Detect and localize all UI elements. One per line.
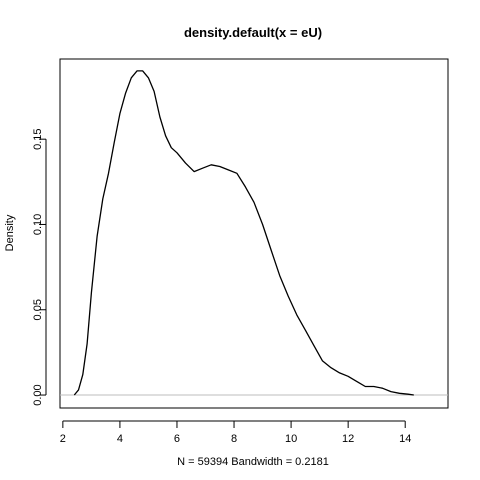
x-tick-label: 4: [117, 433, 123, 445]
x-tick-label: 10: [285, 433, 297, 445]
plot-area: 2 4 6 8 10 12 14 0.00 0.05 0.10 0.15: [32, 58, 449, 445]
density-curve: [73, 70, 414, 396]
plot-frame: [59, 58, 449, 409]
y-tick-label: 0.15: [32, 128, 44, 149]
y-tick-label: 0.10: [32, 214, 44, 235]
x-tick-label: 14: [399, 433, 411, 445]
x-tick-label: 2: [60, 433, 66, 445]
chart-title: density.default(x = eU): [184, 25, 322, 40]
x-tick-label: 8: [231, 433, 237, 445]
x-axis-label: N = 59394 Bandwidth = 0.2181: [177, 456, 329, 468]
y-tick-label: 0.05: [32, 299, 44, 320]
y-tick-label: 0.00: [32, 384, 44, 405]
x-tick-label: 6: [174, 433, 180, 445]
x-tick-label: 12: [342, 433, 354, 445]
y-axis-label: Density: [4, 214, 16, 251]
